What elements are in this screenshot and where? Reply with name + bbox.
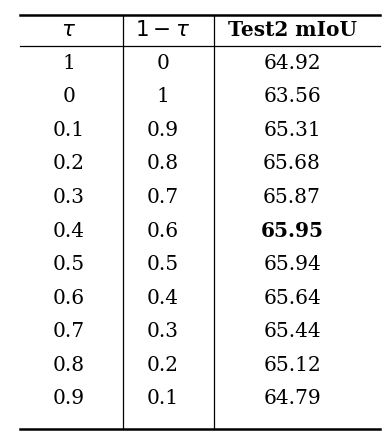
Text: 64.92: 64.92 [263,54,321,73]
Text: 1: 1 [62,54,75,73]
Text: 0.6: 0.6 [53,289,85,308]
Text: 65.94: 65.94 [263,255,321,274]
Text: 0.9: 0.9 [147,121,179,140]
Text: 65.87: 65.87 [263,188,321,207]
Text: 65.68: 65.68 [263,154,321,174]
Text: 65.31: 65.31 [263,121,321,140]
Text: 0.4: 0.4 [53,221,85,241]
Text: 0.9: 0.9 [53,389,85,409]
Text: 0.8: 0.8 [53,356,85,375]
Text: 1: 1 [156,87,169,106]
Text: 0.3: 0.3 [53,188,85,207]
Text: 65.64: 65.64 [263,289,321,308]
Text: 0.7: 0.7 [53,322,85,341]
Text: 0.2: 0.2 [147,356,179,375]
Text: 0.4: 0.4 [147,289,179,308]
Text: 0: 0 [156,54,169,73]
Text: 65.12: 65.12 [263,356,321,375]
Text: 0.5: 0.5 [53,255,85,274]
Text: 0: 0 [62,87,75,106]
Text: 0.6: 0.6 [147,221,179,241]
Text: 65.95: 65.95 [261,221,323,241]
Text: 0.8: 0.8 [147,154,179,174]
Text: 0.2: 0.2 [53,154,85,174]
Text: 0.7: 0.7 [147,188,179,207]
Text: 0.3: 0.3 [147,322,179,341]
Text: 0.1: 0.1 [53,121,85,140]
Text: 0.5: 0.5 [147,255,179,274]
Text: 0.1: 0.1 [147,389,179,409]
Text: 63.56: 63.56 [263,87,321,106]
Text: $\tau$: $\tau$ [61,19,76,41]
Text: 64.79: 64.79 [263,389,321,409]
Text: $1 - \tau$: $1 - \tau$ [135,19,190,41]
Text: 65.44: 65.44 [263,322,321,341]
Text: Test2 mIoU: Test2 mIoU [227,20,357,40]
